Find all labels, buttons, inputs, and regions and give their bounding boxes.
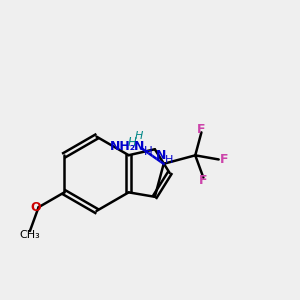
Text: F: F (197, 123, 206, 136)
Text: CH₃: CH₃ (20, 230, 40, 240)
Text: H: H (165, 155, 173, 165)
Text: O: O (30, 201, 41, 214)
Text: H: H (128, 136, 136, 149)
Text: N: N (156, 149, 166, 162)
Text: F: F (199, 174, 208, 187)
Text: H: H (144, 145, 153, 158)
Text: N: N (134, 140, 144, 153)
Text: F: F (220, 153, 229, 166)
Text: NH₂: NH₂ (110, 140, 136, 153)
Text: H: H (135, 131, 143, 141)
